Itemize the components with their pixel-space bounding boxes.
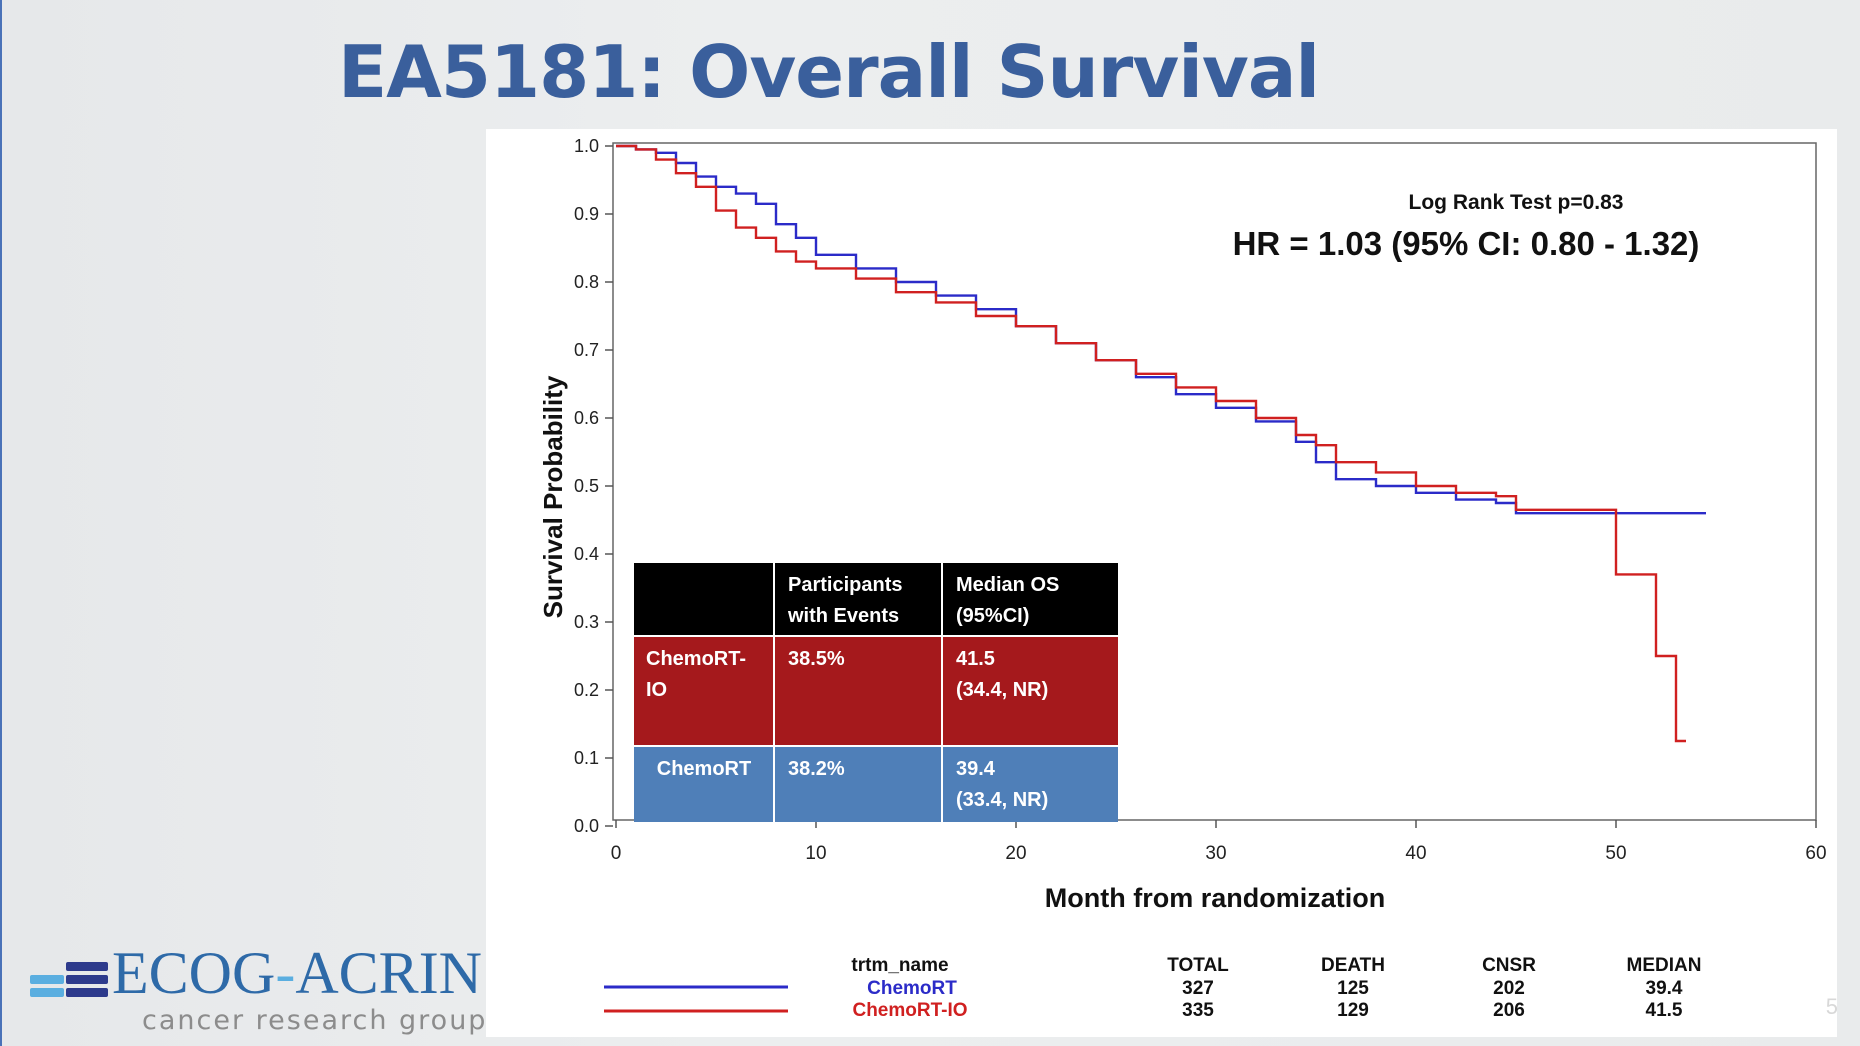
events-chemort-io: 38.5% <box>788 648 845 670</box>
logo-name-part2: ACRIN <box>295 940 483 1006</box>
summary-row-chemort <box>634 747 1118 822</box>
header-participants-line1: Participants <box>788 574 902 596</box>
legend-death-chemort: 125 <box>1337 978 1369 999</box>
median-chemort: 39.4 (33.4, NR) <box>956 758 1048 811</box>
logo-subtitle: cancer research group <box>142 1005 488 1036</box>
header-participants-line2: with Events <box>787 605 899 627</box>
legend-median-chemort-io: 41.5 <box>1646 1000 1683 1021</box>
y-tick-label: 1.0 <box>574 136 599 156</box>
logo-wordmark: ECOG-ACRIN <box>112 939 482 1008</box>
arm-label-chemort-io-line2: IO <box>646 679 667 701</box>
chart-panel: 0.0 0.1 0.2 0.3 0.4 0.5 0.6 0.7 0.8 0.9 1.0 0 10 20 3… <box>486 129 1837 1037</box>
ecog-acrin-logo: ECOG-ACRIN cancer research group <box>28 940 485 1036</box>
y-tick-label: 0.0 <box>574 816 599 836</box>
header-median-os: Median OS (95%CI) <box>956 574 1065 627</box>
x-tick-label: 20 <box>1005 843 1026 864</box>
y-tick-label: 0.7 <box>574 340 599 360</box>
arm-label-chemort-io-line1: ChemoRT- <box>646 648 746 670</box>
legend-table: trtm_name TOTAL DEATH CNSR MEDIAN ChemoR… <box>604 955 1701 1021</box>
legend-cnsr-chemort: 202 <box>1493 978 1525 999</box>
logo-bars-icon <box>30 959 116 1001</box>
arm-label-chemort: ChemoRT <box>657 758 751 780</box>
header-median-line1: Median OS <box>956 574 1059 596</box>
y-tick-label: 0.2 <box>574 680 599 700</box>
slide-left-edge <box>0 0 2 1046</box>
x-tick-label: 30 <box>1205 843 1226 864</box>
x-tick-label: 50 <box>1605 843 1626 864</box>
legend-header-median: MEDIAN <box>1627 955 1702 976</box>
curve-chemort-io <box>616 144 1686 743</box>
y-tick-label: 0.4 <box>574 544 599 564</box>
x-tick-label: 60 <box>1805 843 1826 864</box>
y-tick-label: 0.5 <box>574 476 599 496</box>
median-chemort-io: 41.5 (34.4, NR) <box>956 648 1048 701</box>
x-tick-label: 0 <box>611 843 622 864</box>
y-axis: 0.0 0.1 0.2 0.3 0.4 0.5 0.6 0.7 0.8 0.9 1.0 <box>574 136 613 836</box>
survival-curves <box>616 144 1706 743</box>
median-chemort-ci: (33.4, NR) <box>956 789 1048 811</box>
header-median-line2: (95%CI) <box>956 605 1029 627</box>
log-rank-annotation: Log Rank Test p=0.83 <box>1409 191 1624 214</box>
header-participants: Participants with Events <box>787 574 908 627</box>
events-chemort: 38.2% <box>788 758 845 780</box>
legend-median-chemort: 39.4 <box>1646 978 1683 999</box>
logo-name-part1: ECOG <box>112 940 276 1006</box>
legend-header-death: DEATH <box>1321 955 1385 976</box>
legend-header-name: trtm_name <box>851 955 948 976</box>
y-axis-label: Survival Probability <box>538 375 568 618</box>
legend-total-chemort-io: 335 <box>1182 1000 1214 1021</box>
y-tick-label: 0.1 <box>574 748 599 768</box>
legend-name-chemort-io: ChemoRT-IO <box>852 1000 967 1021</box>
legend-header-cnsr: CNSR <box>1482 955 1536 976</box>
y-tick-label: 0.8 <box>574 272 599 292</box>
legend-cnsr-chemort-io: 206 <box>1493 1000 1525 1021</box>
summary-row-chemort-io <box>634 637 1118 745</box>
x-axis: 0 10 20 30 40 50 60 <box>611 820 1827 864</box>
median-chemort-value: 39.4 <box>956 758 996 780</box>
x-tick-label: 10 <box>805 843 826 864</box>
logo-name-dash: - <box>275 940 296 1006</box>
summary-table-header <box>634 563 1118 635</box>
legend-total-chemort: 327 <box>1182 978 1214 999</box>
y-tick-label: 0.9 <box>574 204 599 224</box>
y-tick-label: 0.3 <box>574 612 599 632</box>
x-axis-label: Month from randomization <box>1045 883 1385 913</box>
legend-name-chemort: ChemoRT <box>867 978 957 999</box>
y-tick-label: 0.6 <box>574 408 599 428</box>
arm-label-chemort-io: ChemoRT- IO <box>646 648 752 701</box>
x-tick-label: 40 <box>1405 843 1426 864</box>
km-chart: 0.0 0.1 0.2 0.3 0.4 0.5 0.6 0.7 0.8 0.9 1.0 0 10 20 3… <box>538 136 1827 1021</box>
hazard-ratio-annotation: HR = 1.03 (95% CI: 0.80 - 1.32) <box>1233 225 1700 262</box>
summary-table: Participants with Events Median OS (95%C… <box>634 563 1118 822</box>
legend-header-total: TOTAL <box>1167 955 1229 976</box>
legend-death-chemort-io: 129 <box>1337 1000 1369 1021</box>
slide-page-number: 5 <box>1825 994 1838 1019</box>
slide-title: EA5181: Overall Survival <box>338 30 1320 114</box>
median-chemort-io-ci: (34.4, NR) <box>956 679 1048 701</box>
median-chemort-io-value: 41.5 <box>956 648 995 670</box>
